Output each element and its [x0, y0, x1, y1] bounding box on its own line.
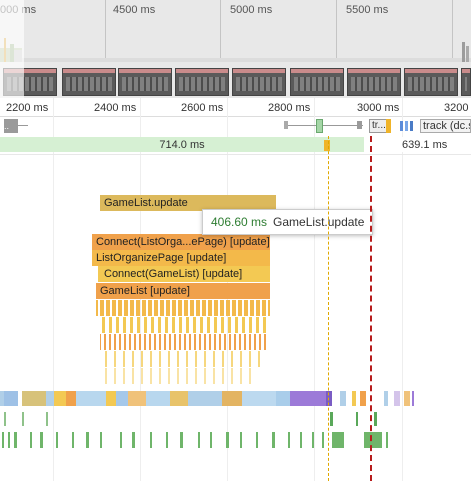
- frame-block[interactable]: 714.0 ms: [0, 137, 364, 152]
- time-gridline: [53, 98, 54, 481]
- screenshot-thumbnail[interactable]: [404, 68, 458, 96]
- raster-activity-strip[interactable]: [0, 410, 471, 428]
- screenshot-thumbnail[interactable]: [232, 68, 286, 96]
- network-request[interactable]: [316, 119, 323, 133]
- network-request-marker: [386, 119, 391, 133]
- overview-activity-chart: [0, 38, 471, 62]
- network-request[interactable]: [410, 121, 413, 131]
- time-ruler: 2200 ms 2400 ms 2600 ms 2800 ms 3000 ms …: [0, 98, 471, 117]
- screenshot-thumbnail[interactable]: [290, 68, 344, 96]
- screenshot-thumbnail[interactable]: [62, 68, 116, 96]
- frames-track[interactable]: 714.0 ms 639.1 ms: [0, 136, 471, 155]
- screenshot-thumbnail[interactable]: [175, 68, 229, 96]
- flame-gamelist-component[interactable]: GameList [update]: [96, 283, 270, 299]
- screenshot-thumbnail[interactable]: [118, 68, 172, 96]
- network-request[interactable]: [400, 121, 403, 131]
- screenshot-thumbnail[interactable]: [347, 68, 401, 96]
- overview-gridline: [105, 0, 106, 62]
- flame-gamelist-update[interactable]: GameList.update: [100, 195, 276, 211]
- flame-connect-listorganizepage[interactable]: Connect(ListOrga...ePage) [update]: [92, 234, 270, 250]
- ruler-tick-label: 3200: [444, 102, 469, 114]
- overview-gridline: [220, 0, 221, 62]
- overview-selection-shade: [0, 0, 24, 98]
- main-thread-activity-strip[interactable]: [0, 390, 471, 407]
- frame-marker: [324, 140, 330, 151]
- flame-connect-gamelist[interactable]: Connect(GameList) [update]: [98, 266, 270, 282]
- network-whisker: [288, 125, 316, 126]
- network-whisker: [18, 125, 28, 126]
- time-gridline: [314, 98, 315, 481]
- frame-block[interactable]: 639.1 ms: [372, 137, 471, 152]
- screenshot-thumbnail[interactable]: [461, 68, 471, 96]
- network-request[interactable]: track (dc.s: [420, 119, 471, 133]
- ruler-tick-label: 2800 ms: [268, 102, 311, 114]
- time-gridline: [402, 98, 403, 481]
- network-whisker: [323, 125, 363, 126]
- ruler-tick-label: 3000 ms: [357, 102, 400, 114]
- network-request[interactable]: [284, 121, 288, 129]
- timing-marker-line: [370, 136, 372, 481]
- tooltip-event-name: GameList.update: [273, 215, 365, 229]
- flame-children-stack: [96, 300, 270, 384]
- network-request[interactable]: [405, 121, 408, 131]
- flame-listorganizepage-update[interactable]: ListOrganizePage [update]: [92, 250, 270, 266]
- network-track[interactable]: .. tr... track (dc.s: [0, 116, 471, 136]
- flame-tooltip: 406.60 ms GameList.update: [202, 209, 374, 235]
- timeline-overview[interactable]: 000 ms 4500 ms 5000 ms 5500 ms: [0, 0, 471, 98]
- tooltip-duration: 406.60 ms: [211, 215, 268, 229]
- overview-tick-label: 5000 ms: [230, 4, 273, 16]
- network-request[interactable]: [357, 121, 362, 129]
- overview-tick-label: 5500 ms: [346, 4, 389, 16]
- gpu-activity-strip[interactable]: [0, 430, 471, 450]
- overview-gridline: [336, 0, 337, 62]
- ruler-tick-label: 2400 ms: [94, 102, 137, 114]
- ruler-tick-label: 2600 ms: [181, 102, 224, 114]
- overview-tick-label: 4500 ms: [113, 4, 156, 16]
- timing-marker-line: [328, 136, 329, 481]
- overview-gridline: [452, 0, 453, 62]
- ruler-tick-label: 2200 ms: [6, 102, 49, 114]
- network-request[interactable]: ..: [4, 119, 18, 133]
